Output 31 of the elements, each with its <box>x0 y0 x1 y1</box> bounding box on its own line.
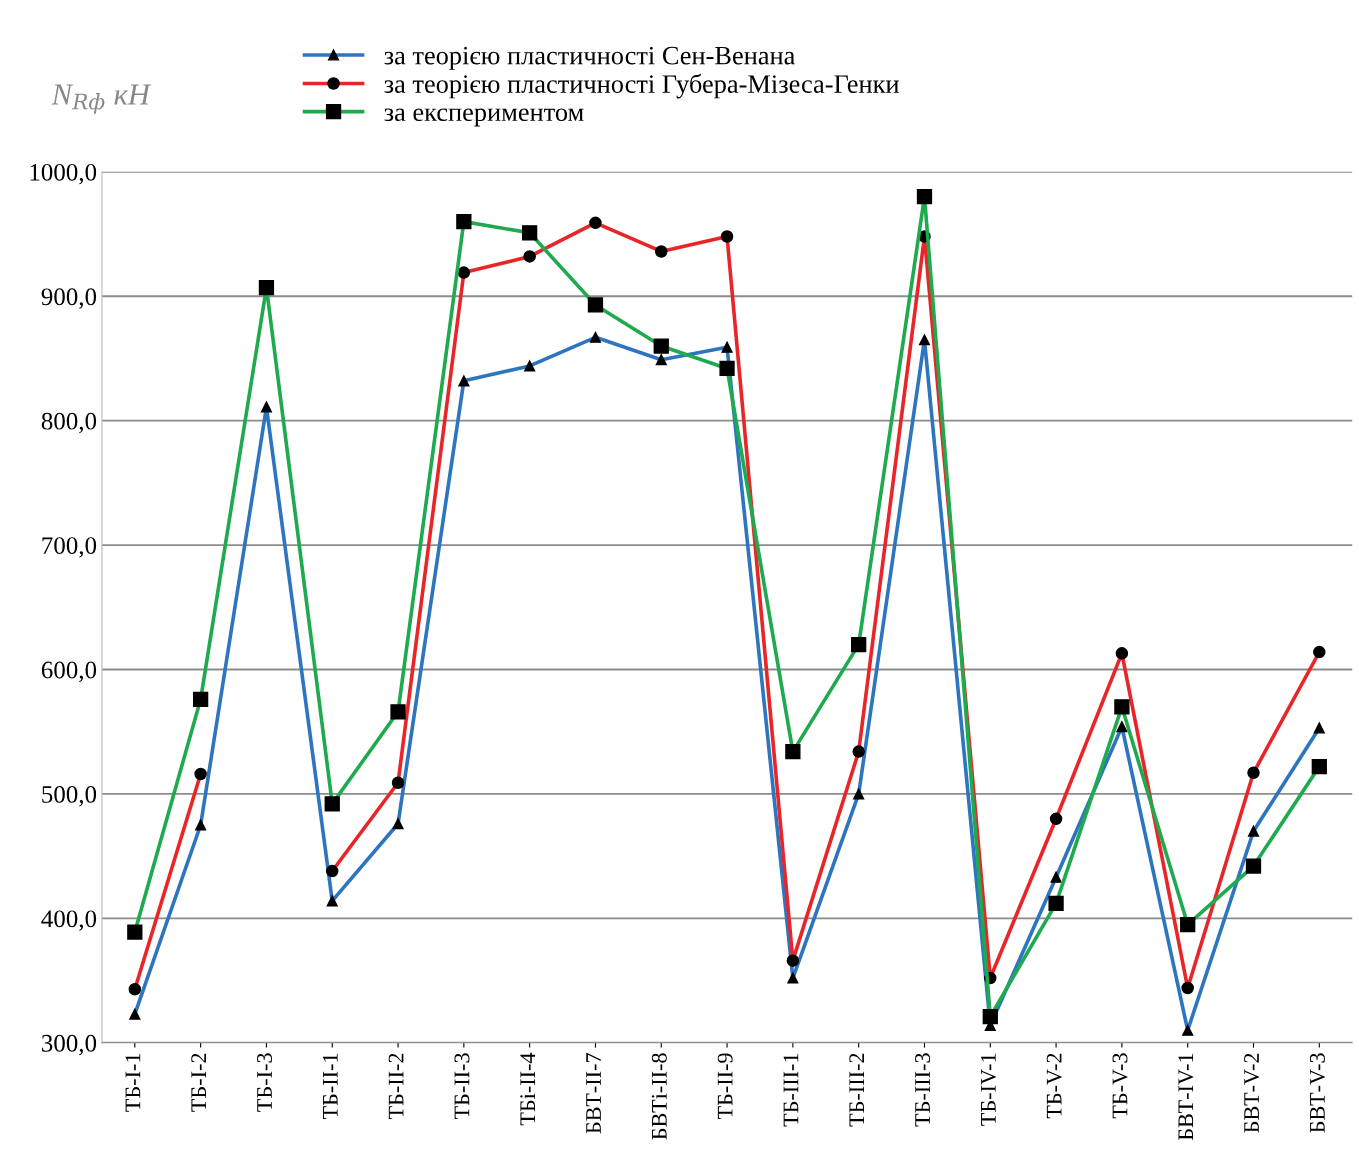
x-tick-label: ТБ-ІІ-2 <box>388 1053 404 1120</box>
x-tick-label: ТБі-ІІ-4 <box>520 1052 535 1126</box>
x-tick-label: ТБ-V-3 <box>1112 1053 1128 1119</box>
legend-label: за експериментом <box>384 108 584 127</box>
y-tick-label: 1000,0 <box>30 163 97 185</box>
y-tick-label: 300,0 <box>42 1034 97 1056</box>
y-tick-label: 500,0 <box>42 785 97 807</box>
x-tick-label: БВТі-ІІ-8 <box>651 1053 667 1140</box>
x-tick-label: БВТ-V-3 <box>1309 1053 1325 1133</box>
x-tick-label: ТБ-І-1 <box>125 1053 141 1112</box>
y-tick-label: 800,0 <box>41 412 97 434</box>
x-tick-label: ТБ-ІІ-9 <box>717 1053 733 1120</box>
x-tick-label: ТБ-ІІ-1 <box>322 1053 338 1120</box>
x-tick-label: ТБ-V-2 <box>1046 1053 1062 1119</box>
y-tick-label: 400,0 <box>41 910 97 931</box>
y-tick-label: 900,0 <box>41 288 97 309</box>
legend-label: за теорією пластичності Сен-Венана <box>384 46 795 70</box>
y-axis-title: N$_{Rф}$ кН <box>51 84 152 114</box>
x-tick-label: ТБ-IV-1 <box>980 1053 996 1126</box>
x-tick-label: ТБ-ІІ-3 <box>454 1053 470 1120</box>
x-tick-label: БВТ-V-2 <box>1244 1053 1260 1133</box>
x-tick-label: ТБ-ІІІ-2 <box>849 1053 865 1127</box>
legend-label: за теорією пластичності Губера-Мізеса-Генки <box>384 73 899 99</box>
x-tick-label: БВТ-ІІ-7 <box>586 1053 601 1134</box>
x-tick-label: ТБ-І-2 <box>191 1053 206 1112</box>
x-tick-label: ТБ-ІІІ-1 <box>783 1053 799 1127</box>
x-tick-label: ТБ-І-3 <box>257 1053 272 1112</box>
y-tick-label: 700,0 <box>42 537 97 558</box>
x-tick-label: ТБ-ІІІ-3 <box>915 1053 931 1127</box>
x-tick-label: БВТ-IV-1 <box>1178 1053 1194 1141</box>
y-tick-label: 600,0 <box>41 661 97 683</box>
